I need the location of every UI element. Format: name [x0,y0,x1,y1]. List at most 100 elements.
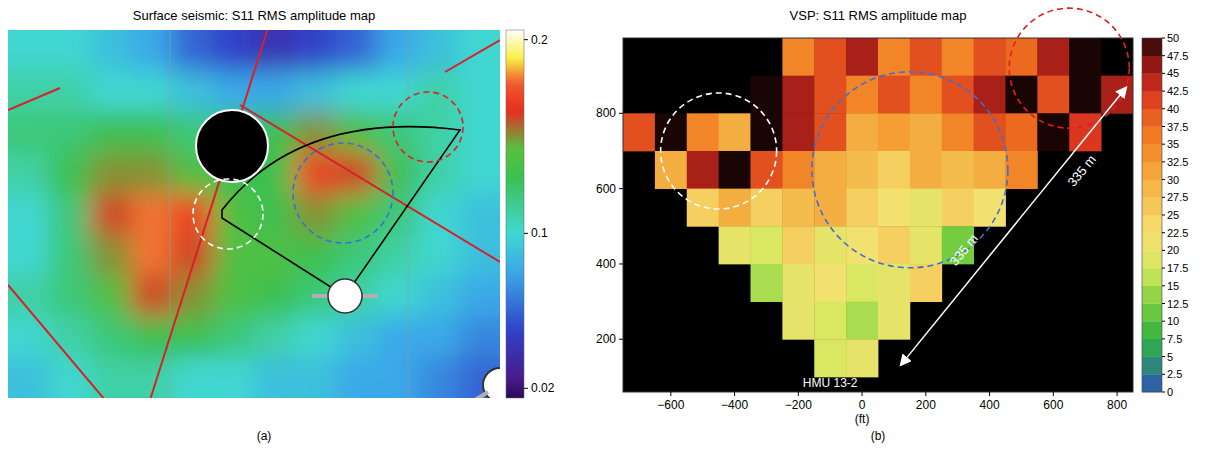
colorbar-tick [1162,108,1165,109]
heat-cell [213,357,255,398]
heat-cell [8,357,50,398]
colorbar-tick [1162,392,1165,393]
colorbar-block [1142,250,1162,268]
figure: Surface seismic: S11 RMS amplitude map0.… [0,0,1207,449]
black-circle [196,110,268,182]
heat-cell [942,113,974,151]
heat-cell [459,153,500,194]
colorbar-tick [1162,338,1165,339]
x-tick [862,392,863,396]
heat-cell [213,316,255,357]
heat-cell [719,226,751,264]
x-tick [734,392,735,396]
heat-cell [814,226,846,264]
heat-cell [942,189,974,227]
heat-cell [377,112,419,153]
heat-cell [295,316,337,357]
heat-cell [49,30,91,71]
heat-cell [751,189,783,227]
heat-cell [49,71,91,112]
colorbar-block [1142,357,1162,375]
heat-cell [254,316,296,357]
heat-cell [846,38,878,76]
y-tick [619,339,623,340]
colorbar-tick [524,233,528,234]
heat-cell [974,113,1006,151]
colorbar-frame [1142,38,1162,392]
heat-cell [49,153,91,194]
colorbar [506,30,524,398]
heat-cell [655,151,687,189]
colorbar-label: 30 [1167,174,1179,186]
colorbar-block [1142,180,1162,198]
heat-cell [336,30,378,71]
heat-cell [814,302,846,340]
x-tick [1117,392,1118,396]
heat-cell [49,194,91,235]
plot-area-b [623,38,1133,392]
heat-cell [910,151,942,189]
heat-cell [846,189,878,227]
colorbar-block [1142,321,1162,339]
colorbar-label: 0.2 [531,33,548,47]
colorbar-tick [1162,250,1165,251]
colorbar-tick [1162,161,1165,162]
heat-cell [213,30,255,71]
heat-cell [1069,76,1101,114]
colorbar-tick [1162,268,1165,269]
x-tick-label: −600 [657,398,684,412]
heat-cell [782,151,814,189]
colorbar-label: 5 [1167,351,1173,363]
heat-cell [49,357,91,398]
colorbar-tick [524,39,528,40]
heat-cell [459,194,500,235]
colorbar-tick [1162,179,1165,180]
heat-cell [336,194,378,235]
fault-line [8,88,60,110]
heat-cell [459,316,500,357]
heat-cell [418,316,460,357]
colorbar-label: 15 [1167,280,1179,292]
colorbar-block [1142,56,1162,74]
heat-cell [942,151,974,189]
heat-cell [90,194,132,235]
heat-cell [814,189,846,227]
colorbar-label: 40 [1167,103,1179,115]
colorbar-block [1142,127,1162,145]
overlays-a [8,30,500,398]
heat-cell [910,38,942,76]
x-tick-label: 800 [1107,398,1127,412]
heat-cell [459,71,500,112]
x-tick [925,392,926,396]
heat-cell [814,38,846,76]
fault-line [8,285,105,398]
colorbar-block [1142,73,1162,91]
heat-cell [782,189,814,227]
heat-cell [172,234,214,275]
heat-cell [336,71,378,112]
colorbar-tick [1162,374,1165,375]
colorbar-tick [1162,91,1165,92]
heat-cell [172,357,214,398]
heat-cell [8,194,50,235]
heat-cell [254,71,296,112]
colorbar-tick [1162,73,1165,74]
heat-cell [1069,38,1101,76]
heat-cell [213,275,255,316]
heat-cell [90,30,132,71]
heat-cell [254,357,296,398]
heat-cell [846,339,878,377]
heat-cell [942,38,974,76]
x-tick-label: 600 [1043,398,1063,412]
heat-cell [213,234,255,275]
x-tick [1053,392,1054,396]
plot-background [623,38,1133,392]
colorbar-label: 0.1 [531,226,548,240]
heat-cell [131,30,173,71]
heat-cell [131,71,173,112]
y-tick-label: 800 [596,106,616,120]
grid-line [170,30,171,398]
colorbar-label: 10 [1167,315,1179,327]
heat-cell [172,194,214,235]
heat-cell [418,275,460,316]
